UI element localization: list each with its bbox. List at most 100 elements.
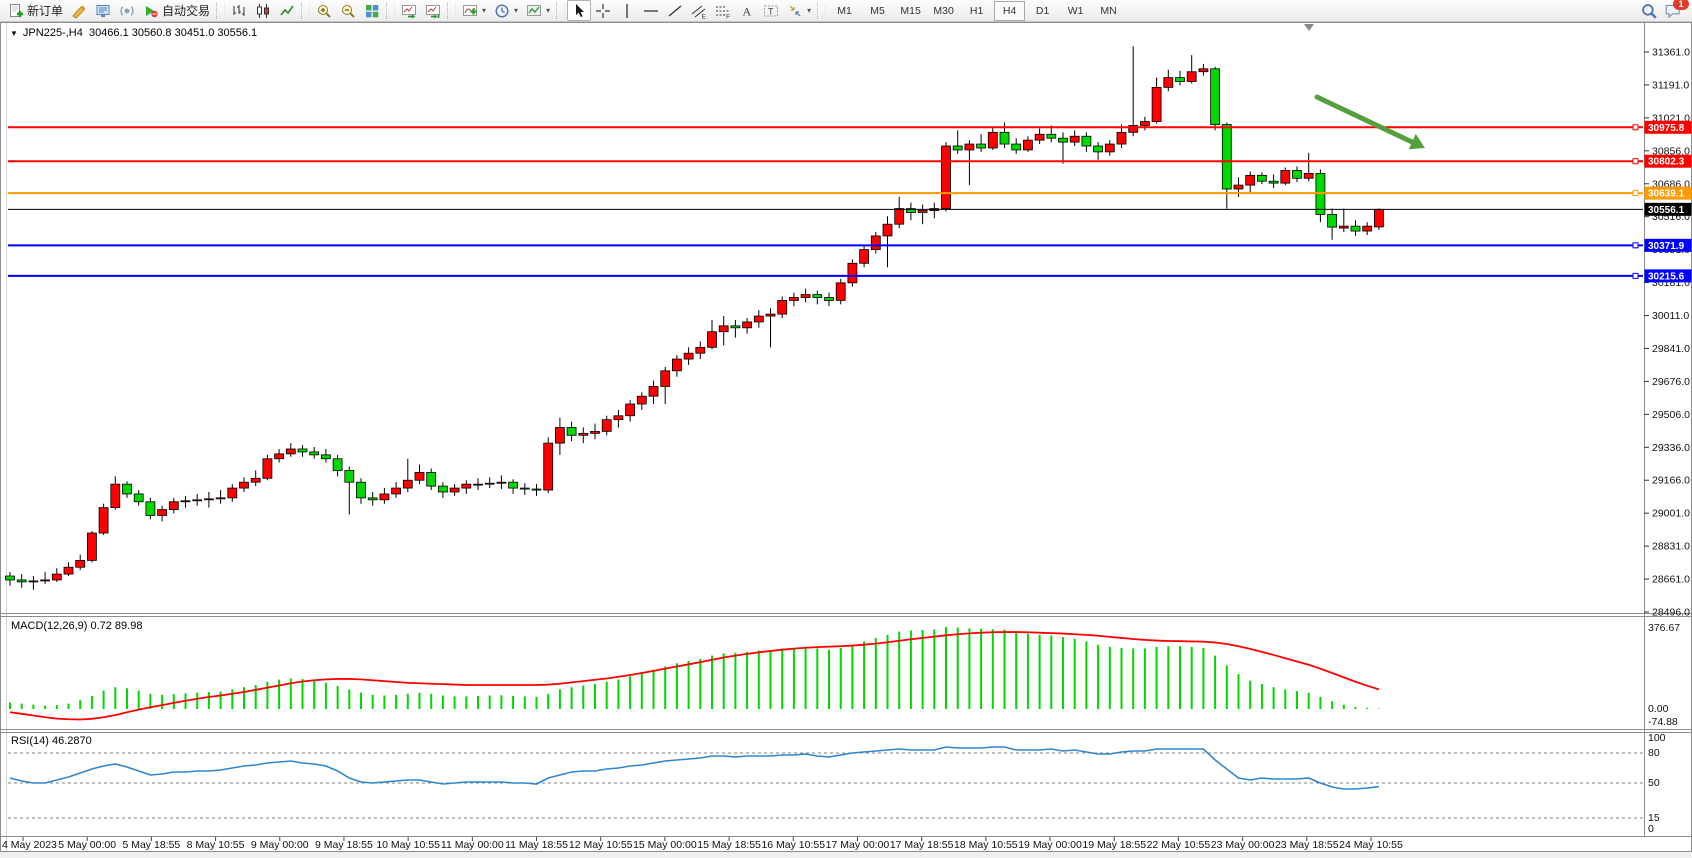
price-tag [1644, 154, 1692, 168]
bar-chart-icon [231, 3, 247, 19]
svg-text:31191.0: 31191.0 [1652, 79, 1689, 91]
arrows-icon [787, 3, 803, 19]
line-chart-icon [279, 3, 295, 19]
dropdown-caret-icon[interactable]: ▾ [546, 6, 551, 15]
dropdown-caret-icon[interactable]: ▾ [482, 6, 487, 15]
hline-button[interactable] [639, 0, 663, 21]
timeframe-button-m1[interactable]: M1 [837, 4, 852, 17]
svg-text:17 May 00:00: 17 May 00:00 [826, 839, 890, 851]
svg-text:30856.0: 30856.0 [1652, 145, 1690, 157]
price-tag [1644, 120, 1692, 134]
svg-text:12 May 10:55: 12 May 10:55 [569, 839, 633, 851]
timeframe-button-w1[interactable]: W1 [1067, 4, 1084, 17]
trendline-button[interactable] [663, 0, 687, 21]
svg-text:5 May 18:55: 5 May 18:55 [122, 839, 180, 851]
channel-button[interactable]: E [687, 0, 711, 21]
vline-button[interactable] [615, 0, 639, 21]
svg-text:376.67: 376.67 [1648, 622, 1680, 634]
pencil-button[interactable] [67, 0, 91, 21]
zoom-out-button[interactable] [336, 0, 360, 21]
level-lines[interactable]: 30975.8 30802.3 30639.1 30556.1 30371.9 30215… [8, 120, 1692, 283]
toolbar-right-group: 1 [1640, 0, 1689, 20]
svg-text:29841.0: 29841.0 [1652, 343, 1690, 355]
fibonacci-button[interactable]: F [711, 0, 735, 21]
svg-text:29001.0: 29001.0 [1652, 508, 1690, 520]
zoom-in-icon [316, 3, 332, 19]
bar-chart-button[interactable] [227, 0, 251, 21]
indicators-icon [462, 3, 478, 19]
svg-text:29336.0: 29336.0 [1652, 442, 1690, 454]
crosshair-button[interactable] [591, 0, 615, 21]
new-order-icon [8, 3, 24, 19]
broadcast-button[interactable] [115, 0, 139, 21]
dropdown-caret-icon[interactable]: ▾ [514, 6, 519, 15]
svg-text:19 May 00:00: 19 May 00:00 [1018, 839, 1082, 851]
toolbar-group-insert: ▾ ▾ ▾ [458, 0, 554, 22]
svg-text:18 May 10:55: 18 May 10:55 [954, 839, 1018, 851]
trend-arrow-annotation[interactable] [1314, 94, 1425, 150]
svg-text:28496.0: 28496.0 [1652, 607, 1690, 619]
chart-shift-button[interactable] [421, 0, 445, 21]
svg-text:10 May 10:55: 10 May 10:55 [376, 839, 440, 851]
svg-text:30371.9: 30371.9 [1648, 241, 1685, 252]
chart-shift-marker[interactable] [1304, 24, 1314, 31]
search-button[interactable] [1640, 2, 1658, 20]
svg-text:15 May 18:55: 15 May 18:55 [697, 839, 761, 851]
svg-text:9 May 18:55: 9 May 18:55 [315, 839, 373, 851]
label-tool-icon: T [763, 3, 779, 19]
toolbar-separator [216, 2, 226, 19]
chat-button[interactable]: 1 [1664, 0, 1689, 20]
svg-text:4 May 2023: 4 May 2023 [2, 839, 57, 851]
periods-button[interactable]: ▾ [490, 0, 522, 21]
fibonacci-icon: F [715, 3, 731, 19]
time-axis[interactable]: 4 May 2023 5 May 00:00 5 May 18:55 8 May 10… [2, 837, 1403, 851]
svg-text:30215.6: 30215.6 [1648, 271, 1685, 282]
timeframe-button-mn[interactable]: MN [1100, 4, 1117, 17]
arrows-button[interactable]: ▾ [783, 0, 815, 21]
timeframe-button-h4[interactable]: H4 [994, 0, 1026, 21]
timeframe-button-m15[interactable]: M15 [900, 4, 921, 17]
svg-text:16 May 10:55: 16 May 10:55 [761, 839, 825, 851]
crosshair-icon [595, 3, 611, 19]
price-tag [1644, 186, 1692, 200]
svg-text:15: 15 [1648, 812, 1660, 824]
new-order-button[interactable]: 新订单 [4, 0, 67, 21]
templates-button[interactable]: ▾ [522, 0, 554, 21]
svg-text:30011.0: 30011.0 [1652, 310, 1689, 322]
svg-text:T: T [768, 6, 774, 16]
tile-windows-button[interactable] [360, 0, 384, 21]
dropdown-caret-icon[interactable]: ▾ [807, 6, 812, 15]
auto-trading-button[interactable]: 自动交易 [139, 0, 214, 21]
svg-text:-74.88: -74.88 [1648, 716, 1678, 728]
svg-text:E: E [702, 13, 707, 19]
new-order-label: 新订单 [27, 4, 64, 18]
svg-text:24 May 10:55: 24 May 10:55 [1339, 839, 1403, 851]
timeframe-button-m5[interactable]: M5 [870, 4, 885, 17]
timeframe-button-h1[interactable]: H1 [969, 4, 984, 17]
svg-text:80: 80 [1648, 747, 1660, 759]
auto-scroll-button[interactable] [397, 0, 421, 21]
line-chart-button[interactable] [275, 0, 299, 21]
indicators-button[interactable]: ▾ [458, 0, 490, 21]
text-tool-icon: A [739, 3, 755, 19]
zoom-in-button[interactable] [312, 0, 336, 21]
zoom-out-icon [340, 3, 356, 19]
pencil-icon [71, 3, 87, 19]
timeframe-button-d1[interactable]: D1 [1035, 4, 1050, 17]
svg-text:0.00: 0.00 [1648, 703, 1669, 715]
svg-text:F: F [726, 13, 730, 19]
candle-chart-button[interactable] [251, 0, 275, 21]
label-tool-button[interactable]: T [759, 0, 783, 21]
svg-text:50: 50 [1648, 777, 1660, 789]
market-depth-icon [95, 3, 111, 19]
toolbar-group-chart-type [227, 0, 299, 22]
text-tool-button[interactable]: A [735, 0, 759, 21]
timeframe-button-m30[interactable]: M30 [933, 4, 954, 17]
market-depth-button[interactable] [91, 0, 115, 21]
rsi-axis: 100 80 50 150 [1648, 732, 1666, 835]
svg-text:28831.0: 28831.0 [1652, 541, 1690, 553]
chart-frame [0, 22, 1692, 858]
svg-text:22 May 10:55: 22 May 10:55 [1147, 839, 1211, 851]
cursor-button[interactable] [567, 0, 592, 21]
